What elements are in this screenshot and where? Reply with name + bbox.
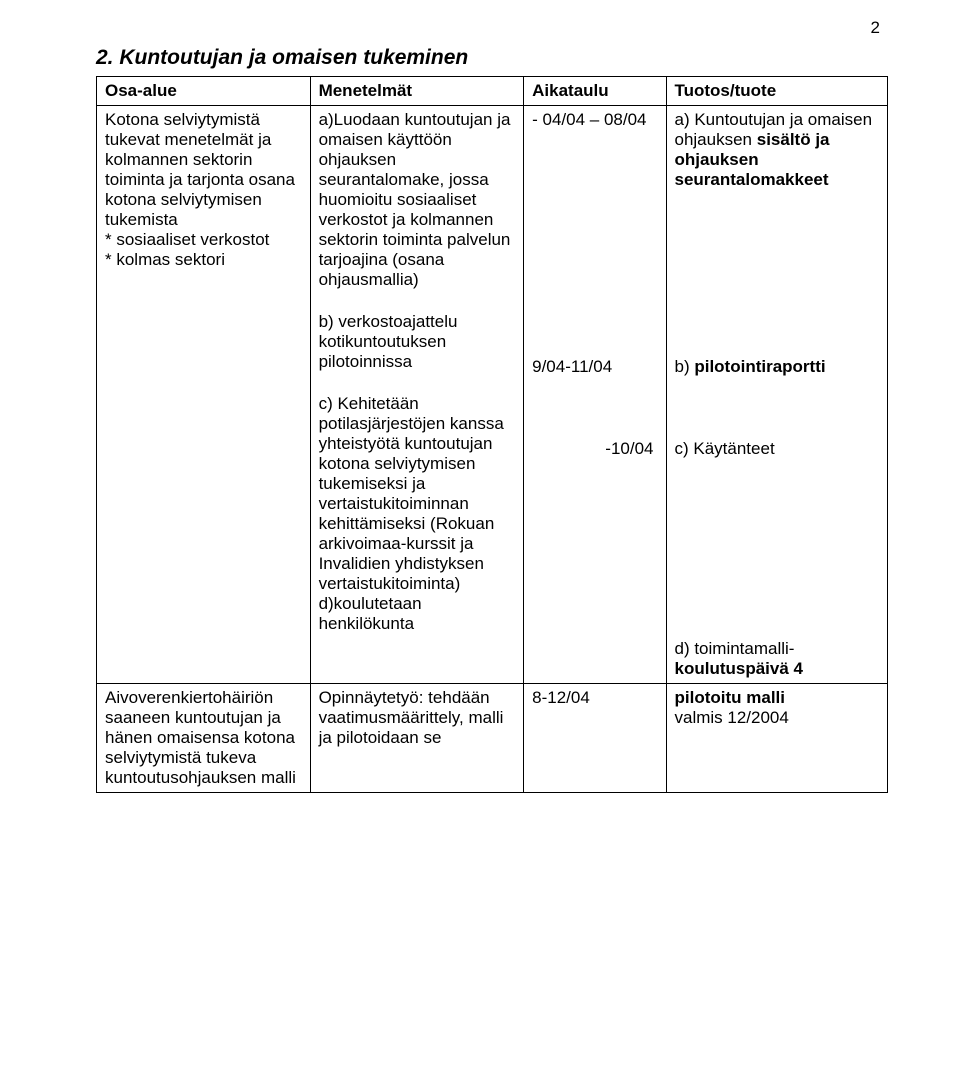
col-header-osa-alue: Osa-alue (97, 77, 311, 106)
cell-menetelmat-1: a)Luodaan kuntoutujan ja omaisen käyttöö… (310, 106, 524, 684)
col-header-aikataulu: Aikataulu (524, 77, 666, 106)
tuotos-block: c) Käytänteetd) toimintamalli-koulutuspä… (675, 439, 880, 679)
tuotos-block: a) Kuntoutujan ja omaisen ohjauksen sisä… (675, 110, 880, 335)
page-number: 2 (871, 18, 880, 38)
table-header-row: Osa-alue Menetelmät Aikataulu Tuotos/tuo… (97, 77, 888, 106)
menetelma-block: b) verkostoajattelu kotikuntoutuksen pil… (319, 312, 516, 372)
cell-osa-alue-1: Kotona selviytymistä tukevat menetelmät … (97, 106, 311, 684)
table-row: Aivoverenkiertohäiriön saaneen kuntoutuj… (97, 684, 888, 793)
aikataulu-block: - 04/04 – 08/04 (532, 110, 657, 335)
section-title: 2. Kuntoutujan ja omaisen tukeminen (96, 46, 888, 70)
col-header-tuotos: Tuotos/tuote (666, 77, 888, 106)
aikataulu-block: 9/04-11/04 (532, 357, 657, 417)
menetelma-block: c) Kehitetään potilasjärjestöjen kanssa … (319, 394, 516, 634)
page: 2 2. Kuntoutujan ja omaisen tukeminen Os… (0, 0, 960, 1076)
menetelma-block: a)Luodaan kuntoutujan ja omaisen käyttöö… (319, 110, 516, 290)
col-header-menetelmat: Menetelmät (310, 77, 524, 106)
cell-osa-alue-2: Aivoverenkiertohäiriön saaneen kuntoutuj… (97, 684, 311, 793)
tuotos-block: b) pilotointiraportti (675, 357, 880, 417)
content-table: Osa-alue Menetelmät Aikataulu Tuotos/tuo… (96, 76, 888, 793)
table-row: Kotona selviytymistä tukevat menetelmät … (97, 106, 888, 684)
cell-tuotos-2: pilotoitu mallivalmis 12/2004 (666, 684, 888, 793)
cell-menetelmat-2: Opinnäytetyö: tehdään vaatimusmäärittely… (310, 684, 524, 793)
cell-aikataulu-2: 8-12/04 (524, 684, 666, 793)
table-body: Kotona selviytymistä tukevat menetelmät … (97, 106, 888, 793)
aikataulu-block: -10/04 (532, 439, 657, 459)
cell-tuotos-1: a) Kuntoutujan ja omaisen ohjauksen sisä… (666, 106, 888, 684)
cell-aikataulu-1: - 04/04 – 08/04 9/04-11/04 -10/04 (524, 106, 666, 684)
